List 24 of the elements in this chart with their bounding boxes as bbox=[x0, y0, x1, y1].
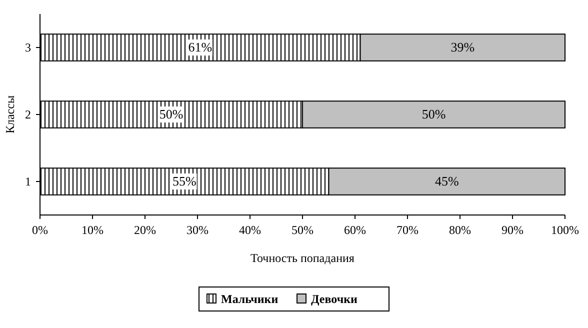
y-tick-label: 3 bbox=[25, 40, 31, 54]
y-tick-label: 2 bbox=[25, 108, 31, 122]
x-tick-label: 20% bbox=[134, 223, 156, 237]
data-label: 45% bbox=[434, 174, 459, 188]
x-tick-label: 10% bbox=[82, 223, 104, 237]
x-tick-label: 100% bbox=[551, 223, 579, 237]
data-label: 55% bbox=[172, 174, 196, 188]
legend-label: Девочки bbox=[311, 292, 358, 306]
data-label: 39% bbox=[450, 40, 475, 54]
x-tick-label: 40% bbox=[239, 223, 261, 237]
data-label: 50% bbox=[159, 106, 184, 122]
x-tick-label: 30% bbox=[186, 223, 208, 237]
y-tick-label: 1 bbox=[25, 174, 31, 188]
x-tick-label: 80% bbox=[449, 223, 471, 237]
x-tick-label: 90% bbox=[502, 223, 524, 237]
x-tick-label: 60% bbox=[344, 223, 366, 237]
data-label: 61% bbox=[188, 40, 212, 54]
data-label: 50% bbox=[422, 106, 446, 122]
x-axis-title: Точность попадания bbox=[250, 251, 355, 265]
x-tick-label: 0% bbox=[32, 223, 48, 237]
y-axis-title: Классы bbox=[3, 95, 17, 134]
x-tick-label: 70% bbox=[396, 223, 418, 237]
legend-label: Мальчики bbox=[221, 292, 278, 306]
x-tick-label: 50% bbox=[292, 223, 314, 237]
